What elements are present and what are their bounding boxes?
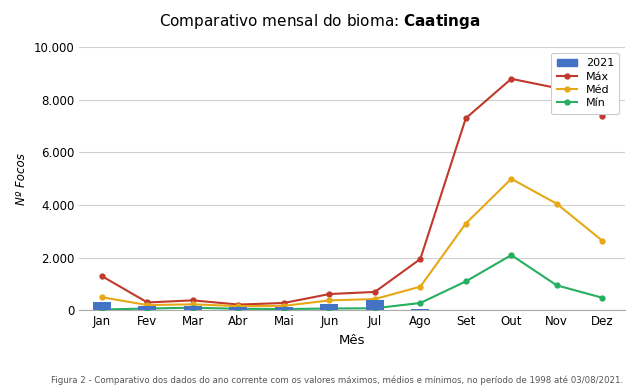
- Bar: [365, 300, 384, 310]
- Text: Comparativo mensal do bioma: ​: Comparativo mensal do bioma: ​: [197, 12, 443, 27]
- Bar: [93, 303, 111, 310]
- Bar: [184, 306, 202, 310]
- Bar: [138, 307, 157, 310]
- Text: Figura 2 - Comparativo dos dados do ano corrente com os valores máximos, médios : Figura 2 - Comparativo dos dados do ano …: [51, 376, 623, 385]
- Bar: [320, 304, 339, 310]
- Y-axis label: Nº Focos: Nº Focos: [15, 153, 28, 205]
- Text: Comparativo mensal do bioma: $\bf{Caatinga}$: Comparativo mensal do bioma: $\bf{Caatin…: [159, 12, 481, 31]
- Bar: [412, 309, 429, 310]
- X-axis label: Mês: Mês: [339, 334, 365, 347]
- Bar: [229, 307, 248, 310]
- Legend: 2021, Máx, Méd, Mín: 2021, Máx, Méd, Mín: [551, 53, 620, 114]
- Bar: [275, 307, 293, 310]
